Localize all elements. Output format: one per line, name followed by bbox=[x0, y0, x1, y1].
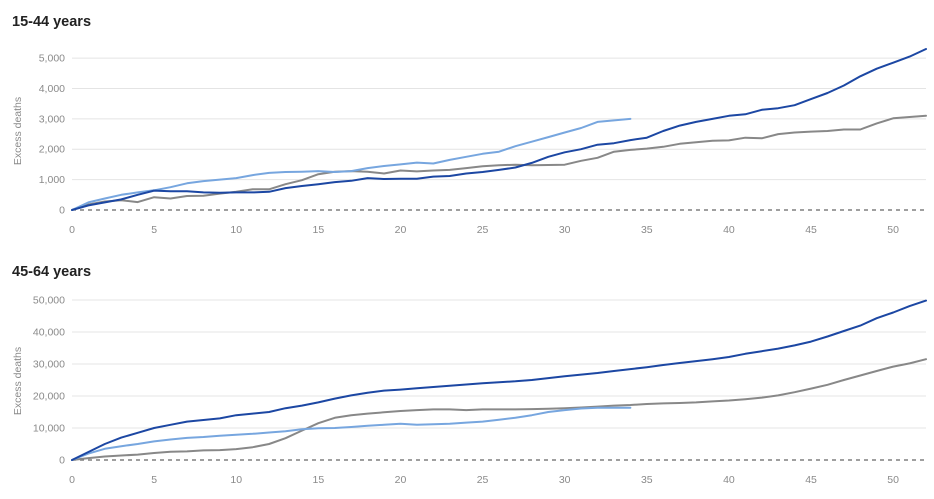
series-line-light-blue bbox=[71, 406, 632, 461]
y-tick-label: 4,000 bbox=[39, 83, 65, 95]
y-tick-label: 2,000 bbox=[39, 144, 65, 156]
x-tick-label: 20 bbox=[395, 224, 407, 236]
y-tick-label: 5,000 bbox=[39, 53, 65, 65]
x-tick-label: 15 bbox=[313, 474, 325, 486]
series-line-light-blue bbox=[71, 117, 632, 211]
x-tick-label: 5 bbox=[151, 474, 157, 486]
x-tick-labels: 0 5 10 15 20 25 30 35 40 45 50 bbox=[69, 224, 899, 236]
x-tick-label: 50 bbox=[887, 474, 899, 486]
y-tick-label: 30,000 bbox=[33, 359, 65, 371]
y-tick-labels: 0 1,000 2,000 3,000 4,000 5,000 bbox=[39, 53, 65, 217]
panel-15-44: 15-44 years Excess deaths 0 1,000 2,000 3,0… bbox=[12, 14, 927, 236]
y-axis-title: Excess deaths bbox=[12, 97, 24, 165]
x-tick-label: 45 bbox=[805, 224, 817, 236]
y-tick-label: 50,000 bbox=[33, 295, 65, 307]
series-lines bbox=[71, 48, 927, 211]
series-line-dark-blue bbox=[71, 299, 927, 461]
y-tick-label: 3,000 bbox=[39, 113, 65, 125]
x-tick-label: 0 bbox=[69, 474, 75, 486]
y-tick-labels: 0 10,000 20,000 30,000 40,000 50,000 bbox=[33, 295, 65, 467]
series-line-grey bbox=[71, 114, 927, 211]
x-tick-label: 45 bbox=[805, 474, 817, 486]
y-tick-label: 10,000 bbox=[33, 423, 65, 435]
panel-45-64: 45-64 years Excess deaths 0 10,000 20,000 3… bbox=[12, 264, 927, 486]
x-tick-label: 5 bbox=[151, 224, 157, 236]
x-tick-label: 0 bbox=[69, 224, 75, 236]
x-tick-label: 25 bbox=[477, 224, 489, 236]
x-tick-label: 35 bbox=[641, 224, 653, 236]
x-tick-label: 25 bbox=[477, 474, 489, 486]
panel-title: 15-44 years bbox=[12, 14, 91, 30]
y-tick-label: 0 bbox=[59, 205, 65, 217]
x-tick-label: 30 bbox=[559, 224, 571, 236]
x-tick-label: 30 bbox=[559, 474, 571, 486]
x-tick-label: 35 bbox=[641, 474, 653, 486]
series-lines bbox=[71, 299, 927, 461]
x-tick-label: 10 bbox=[230, 224, 242, 236]
y-tick-label: 40,000 bbox=[33, 327, 65, 339]
panel-title: 45-64 years bbox=[12, 264, 91, 280]
y-axis-title: Excess deaths bbox=[12, 347, 24, 415]
x-tick-label: 40 bbox=[723, 224, 735, 236]
x-tick-label: 40 bbox=[723, 474, 735, 486]
y-tick-label: 1,000 bbox=[39, 174, 65, 186]
y-tick-label: 0 bbox=[59, 455, 65, 467]
y-tick-label: 20,000 bbox=[33, 391, 65, 403]
x-tick-labels: 0 5 10 15 20 25 30 35 40 45 50 bbox=[69, 474, 899, 486]
series-line-dark-blue bbox=[71, 48, 927, 211]
x-tick-label: 15 bbox=[313, 224, 325, 236]
x-tick-label: 50 bbox=[887, 224, 899, 236]
grid bbox=[72, 57, 926, 181]
x-tick-label: 10 bbox=[230, 474, 242, 486]
x-tick-label: 20 bbox=[395, 474, 407, 486]
grid bbox=[72, 299, 926, 429]
series-line-grey bbox=[71, 358, 927, 461]
